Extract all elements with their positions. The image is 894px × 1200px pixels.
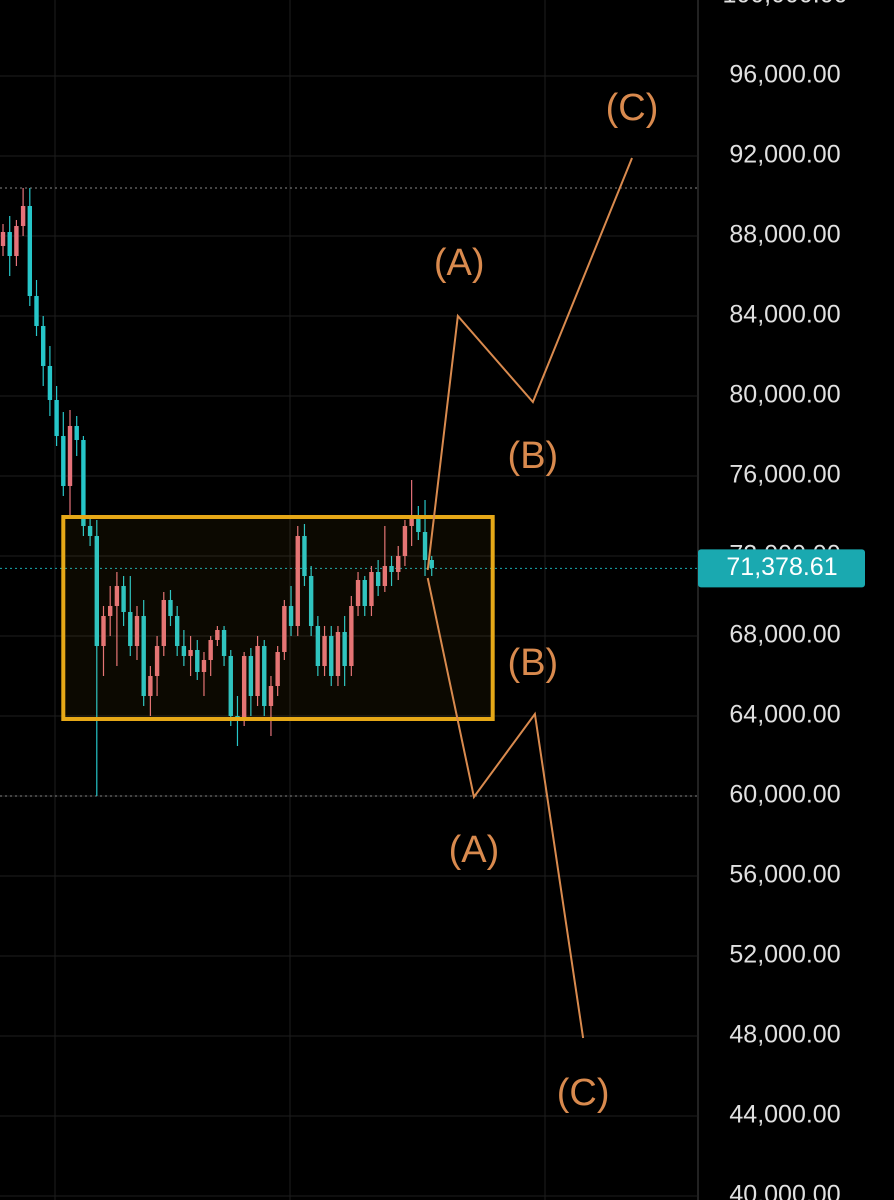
candle-body	[302, 536, 307, 576]
candle-body	[288, 606, 294, 626]
candle-body	[429, 560, 434, 568]
y-tick-label: 92,000.00	[729, 141, 840, 169]
candle-body	[342, 632, 347, 666]
candle-body	[382, 566, 388, 586]
candle-body	[349, 606, 354, 666]
y-tick-label: 100,000.00	[722, 0, 847, 9]
wave-label: (A)	[434, 242, 485, 284]
candle-body	[128, 612, 133, 646]
candle-body	[47, 366, 53, 400]
candle-body	[121, 586, 126, 612]
y-tick-label: 68,000.00	[729, 621, 840, 649]
candle-body	[195, 650, 200, 672]
candle-body	[329, 636, 334, 676]
candle-body	[275, 652, 280, 686]
candle-body	[262, 646, 267, 706]
projection-path	[426, 577, 585, 1039]
candle-body	[355, 580, 361, 606]
candle-body	[168, 600, 173, 616]
candle-body	[161, 600, 166, 646]
candle-body	[295, 536, 300, 626]
candle-body	[181, 646, 187, 656]
candle-body	[282, 606, 287, 652]
candle-body	[396, 556, 401, 572]
wave-label: (B)	[508, 435, 559, 477]
candle-body	[188, 650, 193, 656]
candle-body	[201, 660, 207, 672]
candle-body	[422, 532, 428, 560]
candle-body	[208, 640, 213, 660]
candle-body	[369, 572, 374, 606]
candle-body	[174, 616, 180, 646]
candle-body	[248, 656, 254, 696]
candle-body	[154, 646, 160, 676]
candle-body	[335, 632, 341, 676]
candle-body	[215, 630, 220, 640]
y-tick-label: 84,000.00	[729, 301, 840, 329]
candle-body	[134, 616, 140, 646]
candle-body	[228, 656, 233, 716]
candle-body	[362, 580, 367, 606]
candle-body	[148, 676, 153, 696]
candle-body	[74, 426, 79, 440]
candle-body	[114, 586, 120, 606]
candle-body	[221, 630, 227, 656]
candle-body	[268, 686, 274, 706]
y-tick-label: 48,000.00	[729, 1021, 840, 1049]
candle-body	[14, 226, 19, 256]
y-tick-label: 40,000.00	[729, 1181, 840, 1200]
range-box	[61, 515, 495, 721]
y-tick-label: 52,000.00	[729, 941, 840, 969]
projection-path	[426, 157, 633, 571]
candle-body	[141, 616, 146, 696]
y-tick-label: 64,000.00	[729, 701, 840, 729]
y-tick-label: 60,000.00	[729, 781, 840, 809]
candle-body	[41, 326, 46, 366]
candle-body	[34, 296, 39, 326]
candle-body	[322, 636, 327, 666]
y-tick-label: 88,000.00	[729, 221, 840, 249]
wave-label: (C)	[606, 87, 659, 129]
candle-body	[20, 206, 26, 226]
y-tick-label: 56,000.00	[729, 861, 840, 889]
candle-body	[61, 436, 66, 486]
candle-body	[81, 440, 86, 526]
wave-label: (A)	[449, 829, 500, 871]
y-tick-label: 76,000.00	[729, 461, 840, 489]
candle-body	[402, 526, 408, 556]
candle-body	[241, 656, 247, 720]
candle-body	[0, 232, 6, 246]
candle-body	[101, 616, 106, 646]
y-tick-label: 96,000.00	[729, 61, 840, 89]
y-tick-label: 44,000.00	[729, 1101, 840, 1129]
candle-body	[255, 646, 260, 696]
last-price-label: 71,378.61	[726, 553, 837, 581]
last-price-box	[698, 549, 865, 588]
candle-body	[54, 400, 59, 436]
candle-body	[409, 516, 414, 526]
candle-body	[94, 536, 99, 646]
candle-body	[375, 572, 381, 586]
wave-label: (B)	[508, 642, 559, 684]
y-tick-label: 80,000.00	[729, 381, 840, 409]
candle-body	[107, 606, 113, 616]
candle-body	[416, 516, 421, 532]
candle-body	[87, 526, 93, 536]
candle-body	[315, 626, 321, 666]
candle-body	[67, 426, 73, 486]
candle-body	[308, 576, 314, 626]
candle-body	[27, 206, 33, 296]
candle-body	[389, 566, 394, 572]
wave-label: (C)	[557, 1072, 610, 1114]
candle-body	[7, 232, 12, 256]
